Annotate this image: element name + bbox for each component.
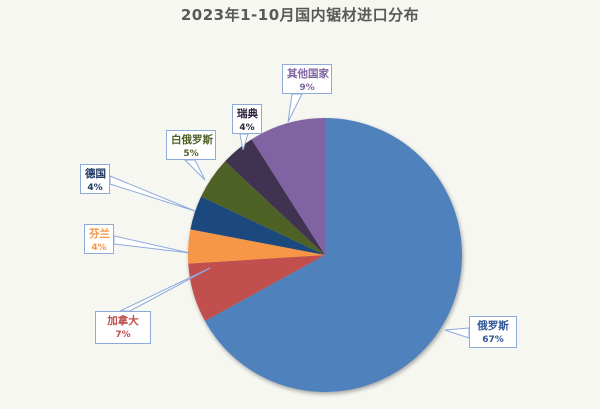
callout-pointer [109,175,196,212]
pie-slice-2 [188,229,325,264]
data-label-belarus: 白俄罗斯 5% [166,130,216,160]
chart-title: 2023年1-10月国内锯材进口分布 [180,6,420,24]
pie-slice-0 [204,118,462,393]
data-label-finland: 芬兰 4% [84,224,114,254]
data-label-germany: 德国 4% [80,164,110,194]
label-name: 芬兰 [89,228,110,240]
pie-slice-4 [201,161,325,255]
label-pct: 7% [115,330,131,340]
data-label-sweden: 瑞典 4% [232,104,262,134]
label-pct: 4% [91,243,107,253]
callout-pointer [113,235,191,254]
label-pct: 67% [482,335,504,345]
data-label-others: 其他国家 9% [282,64,332,94]
pie-slice-1 [188,255,325,322]
label-name: 俄罗斯 [477,320,509,332]
label-name: 加拿大 [107,315,139,327]
pie-slice-6 [251,118,325,255]
callout-pointer [287,93,303,123]
label-name: 其他国家 [287,68,329,80]
callout-pointer [444,327,470,339]
leader-lines [109,93,470,339]
label-pct: 9% [299,83,315,93]
label-pct: 4% [239,123,255,133]
pie-slice-3 [190,196,325,255]
label-name: 瑞典 [237,108,258,120]
label-pct: 4% [87,183,103,193]
data-label-canada: 加拿大 7% [95,311,151,344]
callout-pointer [183,159,206,181]
data-label-russia: 俄罗斯 67% [469,316,517,348]
label-name: 德国 [85,168,106,180]
callout-pointer [239,133,249,151]
pie-slices [188,118,462,393]
pie-slice-5 [225,139,325,255]
label-name: 白俄罗斯 [171,134,213,146]
label-pct: 5% [183,149,199,159]
